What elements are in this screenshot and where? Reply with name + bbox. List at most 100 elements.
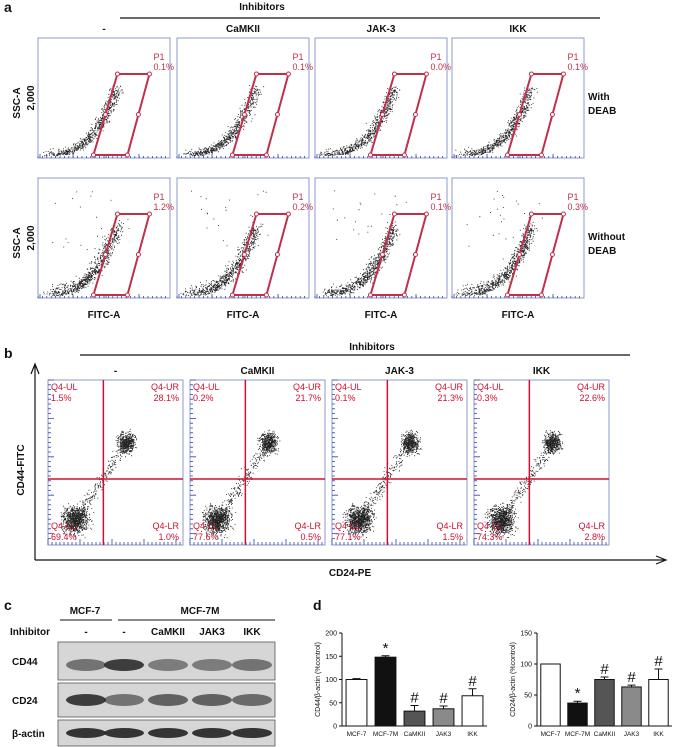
axis-ticks: [37, 154, 166, 158]
gate-handle: [504, 292, 510, 298]
y-axis-label: CD44-FITC: [16, 444, 27, 495]
quadrant-name: Q4-UL: [477, 382, 504, 392]
axis-ticks: [314, 154, 443, 158]
x-tick-label: MCF-7M: [373, 731, 398, 738]
y-tick-label: 2,000: [26, 225, 37, 250]
error-bar: [381, 655, 390, 658]
y-tick-label: 2,000: [26, 85, 37, 110]
gate-handle: [285, 71, 291, 77]
column-header: CaMKII: [241, 366, 275, 377]
blot-band: [192, 728, 232, 738]
column-header: JAK-3: [385, 366, 414, 377]
axis-ticks: [451, 294, 580, 298]
quadrant-name: Q4-UR: [577, 382, 606, 392]
gate-handle: [560, 211, 566, 217]
scatter-dots: [58, 428, 138, 540]
quadrant-name: Q4-LR: [152, 521, 179, 531]
quadrant-percent: 0.3%: [477, 393, 498, 403]
gate-handle: [229, 292, 235, 298]
band-label: CD24: [12, 696, 38, 707]
gate-handle: [263, 292, 269, 298]
column-header: IKK: [509, 24, 527, 35]
gate-handle: [391, 211, 397, 217]
gate-percent: 0.1%: [567, 62, 588, 72]
gate-handle: [423, 71, 429, 77]
gate-handle: [146, 71, 152, 77]
gate-handle: [114, 211, 120, 217]
gate-handle: [124, 152, 130, 158]
x-axis-label: FITC-A: [365, 310, 398, 321]
blot-band: [148, 659, 188, 671]
gate-handle: [379, 112, 385, 117]
y-axis-arrow: [30, 362, 40, 560]
error-bar: [352, 678, 361, 680]
bar: [540, 663, 561, 727]
quadrant-percent: 21.3%: [437, 393, 463, 403]
x-tick-label: MCF-7M: [565, 731, 590, 738]
row-label: Without: [588, 232, 626, 243]
gate-percent: 0.2%: [292, 202, 313, 212]
bar: [594, 679, 615, 727]
lane-label: -: [84, 627, 87, 638]
significance-mark: #: [468, 673, 477, 690]
scatter-dots: [342, 429, 423, 540]
x-tick-label: MCF-7: [347, 731, 367, 738]
gate-handle: [504, 152, 510, 158]
quadrant-percent: 0.1%: [335, 393, 356, 403]
lane-label: -: [122, 627, 125, 638]
x-axis-arrow: [35, 555, 668, 565]
quadrant-name: Q4-UR: [151, 382, 180, 392]
error-bar: [468, 688, 477, 696]
gate-handle: [241, 252, 247, 257]
row-label: DEAB: [588, 106, 616, 117]
gate-name: P1: [153, 192, 164, 202]
lane-label: IKK: [243, 627, 261, 638]
bar: [345, 679, 368, 727]
y-tick-label: 50: [524, 693, 532, 700]
gate-handle: [379, 252, 385, 257]
gate-name: P1: [292, 52, 303, 62]
gate-handle: [401, 152, 407, 158]
gate-handle: [90, 292, 96, 298]
quadrant-percent: 1.0%: [158, 532, 179, 542]
gate-handle: [516, 252, 522, 257]
gate-handle: [274, 252, 280, 257]
axis-ticks: [473, 379, 607, 545]
gate-handle: [538, 292, 544, 298]
column-header: JAK-3: [367, 24, 396, 35]
lane-label: JAK3: [199, 627, 225, 638]
blot-band: [66, 659, 106, 671]
group-label: MCF-7: [70, 606, 101, 617]
plot-frame: [176, 37, 310, 159]
quadrant-percent: 22.6%: [579, 393, 605, 403]
panel-label: d: [313, 597, 322, 613]
y-axis-label: SSC-A: [12, 87, 23, 118]
error-bar: [573, 700, 582, 704]
gate-handle: [114, 71, 120, 77]
gate-name: P1: [153, 52, 164, 62]
plot-frame: [314, 177, 448, 299]
gate-name: P1: [430, 192, 441, 202]
quadrant-name: Q4-UL: [335, 382, 362, 392]
scatter-dots: [183, 85, 265, 157]
scatter-dots: [322, 190, 407, 297]
bar: [432, 708, 455, 727]
quadrant-name: Q4-UL: [193, 382, 220, 392]
gate-handle: [423, 211, 429, 217]
quadrant-percent: 77.6%: [193, 532, 219, 542]
bar: [403, 710, 426, 727]
gate-handle: [102, 112, 108, 117]
error-bar: [600, 676, 609, 680]
x-tick-label: IKK: [467, 731, 478, 738]
error-bar: [654, 668, 663, 680]
quadrant-name: Q4-LR: [578, 521, 605, 531]
gate-handle: [391, 71, 397, 77]
plot-frame: [37, 37, 171, 159]
axis-ticks: [314, 294, 443, 298]
scatter-dots: [454, 87, 538, 157]
gate-handle: [241, 112, 247, 117]
column-header: -: [102, 24, 105, 35]
quadrant-name: Q4-UR: [293, 382, 322, 392]
scatter-dots: [455, 191, 543, 296]
gate-handle: [412, 252, 418, 257]
